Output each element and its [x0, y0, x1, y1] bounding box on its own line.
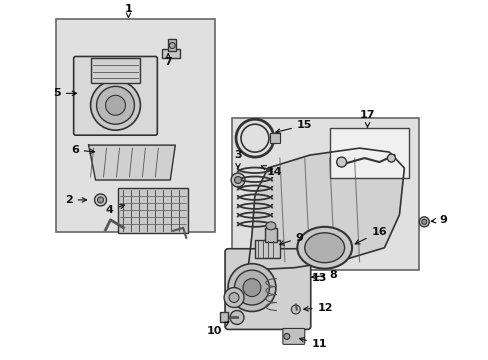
- Ellipse shape: [421, 219, 426, 224]
- Polygon shape: [88, 145, 175, 180]
- Bar: [232, 118, 419, 270]
- Bar: [254, 240, 279, 258]
- FancyBboxPatch shape: [74, 57, 157, 135]
- Ellipse shape: [228, 293, 239, 302]
- Ellipse shape: [304, 233, 344, 263]
- Ellipse shape: [227, 264, 275, 311]
- Text: 15: 15: [275, 120, 311, 133]
- Ellipse shape: [297, 227, 351, 269]
- Ellipse shape: [169, 42, 175, 49]
- Text: 4: 4: [105, 204, 124, 215]
- Ellipse shape: [243, 279, 261, 297]
- Ellipse shape: [419, 217, 428, 227]
- Ellipse shape: [234, 176, 241, 184]
- Ellipse shape: [94, 194, 106, 206]
- Ellipse shape: [230, 173, 244, 187]
- Ellipse shape: [98, 197, 103, 203]
- Text: 3: 3: [234, 150, 242, 168]
- Ellipse shape: [283, 333, 289, 339]
- Text: 5: 5: [53, 88, 77, 98]
- Bar: [329, 128, 408, 178]
- Ellipse shape: [90, 80, 140, 130]
- Text: 1: 1: [124, 4, 132, 17]
- Text: 8: 8: [311, 270, 337, 280]
- Bar: [118, 188, 188, 233]
- Text: 17: 17: [359, 110, 374, 127]
- Bar: [269, 133, 279, 143]
- Bar: [168, 39, 176, 50]
- Ellipse shape: [224, 288, 244, 307]
- Text: 10: 10: [206, 322, 228, 336]
- Ellipse shape: [96, 86, 134, 124]
- Text: 14: 14: [261, 166, 282, 177]
- Text: 13: 13: [311, 273, 327, 283]
- Ellipse shape: [386, 154, 395, 162]
- Ellipse shape: [229, 310, 244, 324]
- Bar: [264, 228, 276, 242]
- Text: 12: 12: [303, 302, 332, 312]
- Text: 9: 9: [279, 233, 303, 245]
- Bar: [56, 19, 215, 232]
- Text: 11: 11: [299, 338, 326, 349]
- Text: 2: 2: [65, 195, 86, 205]
- Text: 7: 7: [164, 54, 172, 67]
- Text: 6: 6: [71, 145, 94, 155]
- Ellipse shape: [265, 222, 275, 230]
- Polygon shape: [247, 148, 404, 270]
- Text: 9: 9: [430, 215, 446, 225]
- Bar: [90, 58, 140, 84]
- Ellipse shape: [291, 305, 300, 314]
- Bar: [162, 49, 180, 58]
- FancyBboxPatch shape: [224, 249, 310, 329]
- Ellipse shape: [336, 157, 346, 167]
- Bar: [220, 312, 227, 323]
- Ellipse shape: [234, 270, 269, 305]
- Ellipse shape: [105, 95, 125, 115]
- Text: 16: 16: [354, 227, 386, 244]
- FancyBboxPatch shape: [282, 328, 304, 345]
